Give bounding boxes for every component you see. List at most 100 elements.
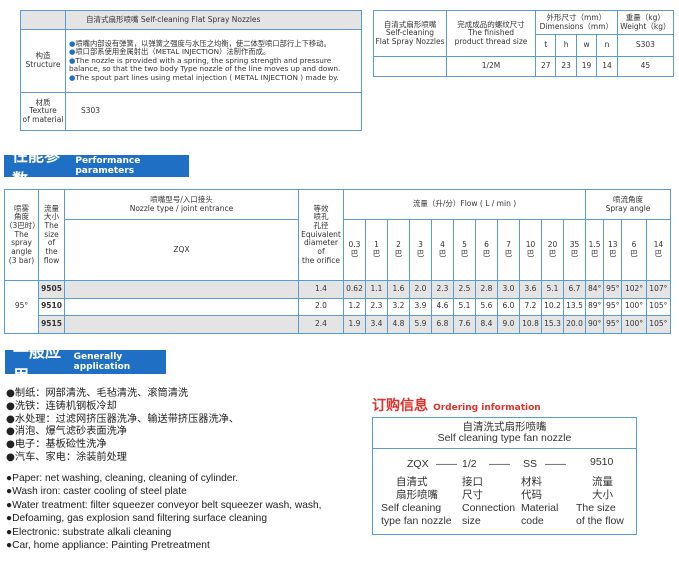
application-item: ●消泡、爆气滤砂表面洗净 — [6, 426, 127, 438]
pressure-unit: 巴 — [460, 249, 469, 258]
header-line: Flat Spray Nozzles — [375, 36, 445, 46]
application-item: ●Paper: net washing, cleaning, cleaning … — [6, 473, 239, 484]
equivalent-diameter: 1.4 — [298, 280, 344, 299]
t-value: 27 — [534, 56, 557, 77]
banner-title-zh: 性能参数 — [12, 146, 61, 189]
flow-value: 4.6 — [431, 297, 454, 316]
thread-size-value: 1/2M — [446, 56, 536, 77]
label-line: 材质 — [35, 97, 51, 107]
header-line: 重量（kg） — [625, 12, 665, 22]
flow-value: 6.7 — [563, 280, 586, 299]
header-line: Nozzle type / joint entrance — [129, 203, 234, 213]
code-size: 1/2 — [462, 458, 477, 470]
structure-item-text: 喷嘴内部设有弹簧，以弹簧之强度与水压之均衡，使二体型喷口部行上下移动。 — [75, 39, 331, 49]
pressure-header: 1.5 巴 — [584, 219, 605, 281]
spray-angle-value: 95° — [603, 315, 623, 334]
nozzle-type-cell — [64, 315, 299, 334]
flow-value: 3.6 — [519, 280, 542, 299]
flow-size: 9515 — [38, 315, 65, 334]
header-line: （3巴时） — [5, 221, 40, 231]
header-line: 孔径 — [313, 221, 329, 231]
banner-title-en: Performance parameters — [75, 156, 141, 176]
structure-item: ●The nozzle is provided with a spring, t… — [69, 55, 358, 74]
flow-size-header: 流量 大小 The size of the flow — [38, 189, 65, 281]
structure-item-text: 喷口部系使用金属射出（METAL INJECTION）法制作而成。 — [75, 47, 271, 57]
bullet-icon: ● — [69, 55, 76, 65]
flow-value: 10.2 — [541, 297, 564, 316]
pressure-header: 13 巴 — [603, 219, 623, 281]
flow-value: 10.8 — [519, 315, 542, 334]
header-line: 喷雾 — [14, 203, 29, 213]
spray-angle-value: 107° — [645, 280, 672, 299]
pressure-unit: 巴 — [570, 249, 579, 258]
application-item: ●洗铁：连铸机钢板冷却 — [6, 400, 117, 412]
pressure-unit: 巴 — [504, 249, 513, 258]
spray-angle-value: 84° — [584, 280, 605, 299]
spray-angle-value: 100° — [621, 297, 647, 316]
pressure-value: 13 — [608, 240, 618, 250]
structure-item: ●喷口部系使用金属射出（METAL INJECTION）法制作而成。 — [69, 48, 358, 56]
ordering-label: 材料 — [521, 476, 542, 488]
flow-value: 20.0 — [563, 315, 586, 334]
flow-value: 5.1 — [453, 297, 476, 316]
header-line: Self cleaning type fan nozzle — [437, 432, 572, 444]
spray-angle-value: 95° — [4, 280, 39, 334]
pressure-unit: 巴 — [526, 249, 535, 258]
ordering-title: 订购信息 Ordering information — [372, 395, 541, 415]
equivalent-diameter: 2.4 — [298, 315, 344, 334]
dim-t: t — [534, 34, 557, 57]
pressure-value: 35 — [569, 240, 580, 250]
pressure-value: 2 — [396, 240, 401, 250]
bullet-icon: ● — [69, 47, 76, 57]
performance-banner: 性能参数 Performance parameters — [4, 146, 189, 189]
header-line: product thread size — [454, 36, 528, 46]
flow-value: 1.1 — [365, 280, 388, 299]
flow-value: 8.4 — [475, 315, 498, 334]
pressure-unit: 巴 — [590, 249, 599, 258]
application-item: ●Defoaming, gas explosion sand filtering… — [6, 513, 267, 525]
header-line: size — [44, 229, 59, 239]
weight-header: 重量（kg） Weight（kg） — [616, 10, 675, 35]
corner-cell — [20, 10, 66, 30]
flow-value: 1.6 — [387, 280, 410, 299]
structure-description: ●喷嘴内部设有弹簧，以弹簧之强度与水压之均衡，使二体型喷口部行上下移动。 ●喷口… — [65, 29, 362, 93]
w-value: 19 — [575, 56, 598, 77]
label-line: Texture — [29, 106, 57, 116]
ordering-label: code — [521, 515, 544, 527]
application-item: ●制纸：网部清洗、毛毡清洗、滚筒清洗 — [6, 388, 189, 399]
ordering-header: 自清洗式扇形喷嘴 Self cleaning type fan nozzle — [373, 418, 636, 449]
pressure-header: 20 巴 — [541, 219, 564, 281]
label-line: Structure — [25, 60, 61, 69]
application-list-zh: ●制纸：网部清洗、毛毡清洗、滚筒清洗 ●洗铁：连铸机钢板冷却 ●水处理：过滤网挤压器… — [6, 384, 239, 463]
dimensions-table: 自清式扇形喷嘴 Self-cleaning Flat Spray Nozzles 完… — [373, 10, 675, 77]
flow-value: 6.8 — [431, 315, 454, 334]
pressure-value: 6 — [631, 240, 637, 250]
ordering-box: 自清洗式扇形喷嘴 Self cleaning type fan nozzle ZQ… — [372, 417, 637, 535]
header-line: diameter — [304, 238, 338, 248]
header-line: the orifice — [302, 255, 340, 265]
cell — [373, 56, 447, 77]
ordering-label: 扇形喷嘴 — [396, 489, 438, 501]
weight-material: S303 — [616, 34, 675, 57]
flow-value: 7.6 — [453, 315, 476, 334]
dimensions-header: 外形尺寸（mm） Dimensions（mm） — [535, 10, 618, 35]
banner-title-en: Generally application — [73, 352, 131, 372]
code-flow: 9510 — [590, 456, 614, 468]
spray-angle-value: 89° — [584, 297, 605, 316]
pressure-header: 14 巴 — [645, 219, 672, 281]
application-list-en: ●Paper: net washing, cleaning, cleaning … — [6, 473, 322, 553]
flow-value: 0.62 — [343, 280, 366, 299]
nozzle-type-cell — [64, 297, 299, 316]
pressure-unit: 巴 — [548, 249, 557, 258]
pressure-value: 0.3 — [348, 240, 361, 250]
table-row: 9510 2.0 1.2 2.3 3.2 3.9 4.6 5.1 5.6 6.0 7.2 10.2 13… — [5, 297, 672, 316]
spray-angle-value: 105° — [645, 297, 672, 316]
application-item: ●Car, home appliance: Painting Pretreatm… — [6, 539, 210, 551]
structure-table: 自清式扇形喷嘴 Self-cleaning Flat Spray Nozzles… — [20, 10, 362, 131]
